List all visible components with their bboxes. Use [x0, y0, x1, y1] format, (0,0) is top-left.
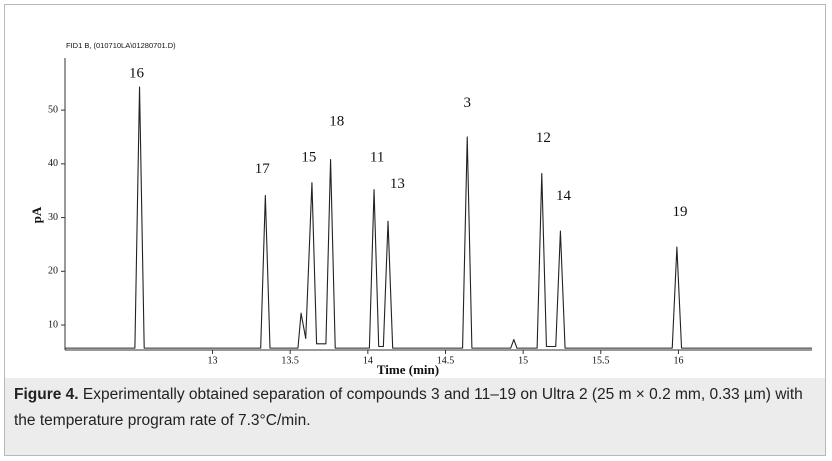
- peak-label: 14: [556, 188, 572, 204]
- x-tick-label: 13: [208, 355, 218, 366]
- peak-label: 19: [672, 204, 687, 220]
- y-tick-label: 50: [48, 104, 58, 115]
- peak-label: 3: [463, 95, 471, 111]
- peak-label: 12: [536, 130, 551, 146]
- x-tick-label: 15: [518, 355, 528, 366]
- x-tick-label: 13.5: [281, 355, 299, 366]
- y-tick-label: 30: [48, 212, 58, 223]
- x-tick-label: 16: [673, 355, 683, 366]
- peak-label: 15: [301, 149, 316, 165]
- x-tick-label: 15.5: [592, 355, 610, 366]
- peak-label: 16: [129, 66, 145, 82]
- y-tick-label: 20: [48, 266, 58, 277]
- peak-label: 18: [329, 113, 344, 129]
- caption-label: Figure 4.: [14, 386, 79, 403]
- chart: FID1 B, (010710LA\01280701.D) Time (min)…: [29, 41, 812, 377]
- y-tick-label: 10: [48, 319, 58, 330]
- y-axis-title: pA: [29, 206, 44, 223]
- x-axis-title: Time (min): [377, 362, 439, 377]
- caption-text: Experimentally obtained separation of co…: [14, 386, 803, 429]
- trace: [65, 86, 812, 349]
- source-label: FID1 B, (010710LA\01280701.D): [66, 41, 176, 50]
- caption-background: [5, 378, 825, 455]
- peak-label: 11: [370, 149, 384, 165]
- figure-frame: [4, 4, 826, 456]
- y-tick-label: 40: [48, 158, 58, 169]
- x-tick-label: 14: [363, 355, 373, 366]
- caption: Figure 4. Experimentally obtained separa…: [14, 382, 819, 434]
- peak-label: 13: [390, 176, 405, 192]
- x-tick-label: 14.5: [437, 355, 455, 366]
- peak-label: 17: [255, 161, 271, 177]
